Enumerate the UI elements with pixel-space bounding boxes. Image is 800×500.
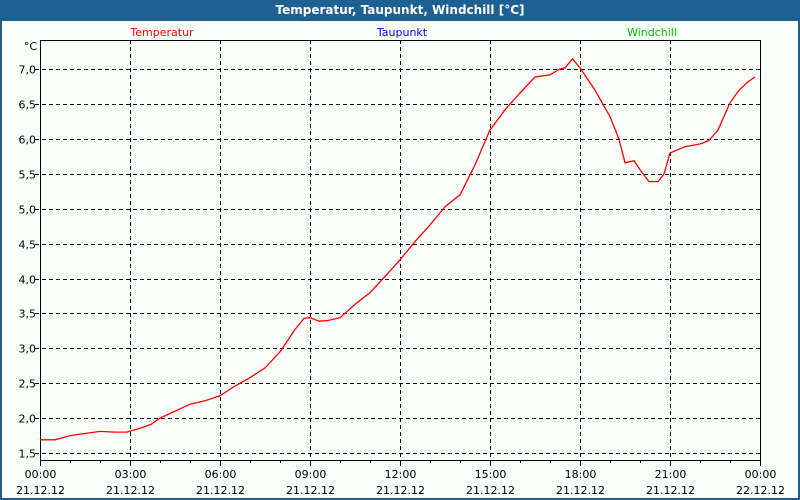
x-tick-date: 21.12.12 [286, 484, 335, 497]
x-tick-time: 03:00 [115, 468, 147, 481]
y-tick-label: 6,5 [19, 99, 37, 112]
legend-windchill: Windchill [627, 26, 677, 39]
window-title: Temperatur, Taupunkt, Windchill [°C] [275, 3, 525, 17]
x-tick-time: 21:00 [655, 468, 687, 481]
x-tick-time: 06:00 [205, 468, 237, 481]
y-tick-label: 6,0 [19, 134, 37, 147]
y-tick-label: 1,5 [19, 448, 37, 461]
y-tick-label: 7,0 [19, 64, 37, 77]
x-tick-date: 21.12.12 [466, 484, 515, 497]
y-tick-label: 3,0 [19, 343, 37, 356]
x-tick-date: 21.12.12 [376, 484, 425, 497]
x-tick-date: 22.12.12 [736, 484, 785, 497]
x-tick-time: 18:00 [565, 468, 597, 481]
plot-frame [40, 40, 761, 461]
legend-temperatur: Temperatur [129, 26, 194, 39]
x-tick-date: 21.12.12 [556, 484, 605, 497]
x-tick-time: 12:00 [385, 468, 417, 481]
x-tick-time: 00:00 [25, 468, 57, 481]
y-tick-label: 2,5 [19, 378, 37, 391]
series-line-temperatur [40, 57, 756, 441]
y-tick-label: 2,0 [19, 413, 37, 426]
x-tick-date: 21.12.12 [16, 484, 65, 497]
legend-taupunkt: Taupunkt [376, 26, 428, 39]
y-tick-label: 4,0 [19, 274, 37, 287]
y-tick-label: 5,0 [19, 204, 37, 217]
x-tick-time: 15:00 [475, 468, 507, 481]
x-tick-time: 09:00 [295, 468, 327, 481]
y-tick-label: 3,5 [19, 308, 37, 321]
y-tick-label: 4,5 [19, 239, 37, 252]
x-tick-time: 00:00 [745, 468, 777, 481]
x-tick-date: 21.12.12 [106, 484, 155, 497]
x-tick-date: 21.12.12 [196, 484, 245, 497]
y-axis-unit: °C [24, 40, 38, 53]
y-tick-label: 5,5 [19, 169, 37, 182]
x-tick-date: 21.12.12 [646, 484, 695, 497]
